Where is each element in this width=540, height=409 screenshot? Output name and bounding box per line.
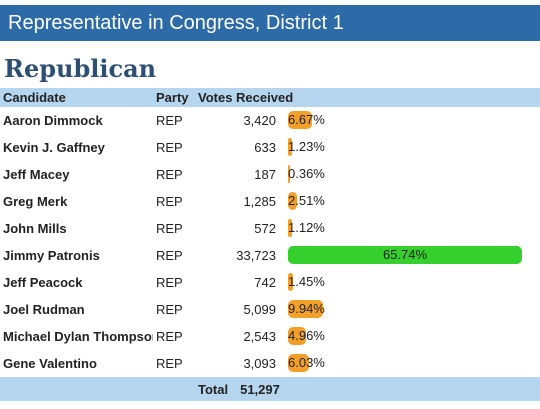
race-title-banner: Representative in Congress, District 1: [0, 5, 540, 41]
table-row: Jeff Macey REP 187 0.36%: [0, 161, 540, 188]
table-row: Jeff Peacock REP 742 1.45%: [0, 269, 540, 296]
percent-label: 6.03%: [288, 355, 325, 370]
candidate-name: Jimmy Patronis: [3, 248, 100, 263]
candidate-votes: 742: [254, 275, 276, 290]
candidate-votes: 5,099: [243, 302, 276, 317]
percent-label: 65.74%: [382, 247, 428, 262]
candidate-party: REP: [156, 329, 183, 344]
total-row: Total 51,297: [0, 377, 540, 401]
race-title: Representative in Congress, District 1: [8, 12, 344, 34]
percent-label: 1.12%: [288, 220, 325, 235]
percent-cell: 1.45%: [288, 269, 540, 296]
winner-percent-bar: [288, 246, 522, 264]
percent-label: 1.45%: [288, 274, 325, 289]
table-row: Greg Merk REP 1,285 2.51%: [0, 188, 540, 215]
total-label: Total: [198, 381, 229, 397]
candidate-party: REP: [156, 167, 183, 182]
column-header-candidate: Candidate: [3, 90, 66, 105]
candidate-votes: 3,420: [243, 113, 276, 128]
candidate-party: REP: [156, 194, 183, 209]
candidate-name: Gene Valentino: [3, 356, 97, 371]
table-row: Michael Dylan Thompson REP 2,543 4.96%: [0, 323, 540, 350]
candidate-name: Greg Merk: [3, 194, 68, 209]
percent-bar: [288, 138, 293, 156]
table-row: Gene Valentino REP 3,093 6.03%: [0, 350, 540, 377]
candidate-votes: 33,723: [236, 248, 276, 263]
candidate-name: John Mills: [3, 221, 67, 236]
percent-label: 2.51%: [288, 193, 325, 208]
percent-bar: [288, 327, 306, 345]
candidate-name: Aaron Dimmock: [3, 113, 103, 128]
percent-cell: 6.03%: [288, 350, 540, 377]
table-header-row: Candidate Party Votes Received: [0, 88, 540, 107]
table-row: John Mills REP 572 1.12%: [0, 215, 540, 242]
candidate-party: REP: [156, 221, 183, 236]
table-row: Aaron Dimmock REP 3,420 6.67%: [0, 107, 540, 134]
candidate-party: REP: [156, 302, 183, 317]
candidate-name: Kevin J. Gaffney: [3, 140, 105, 155]
percent-cell: 1.12%: [288, 215, 540, 242]
percent-label: 4.96%: [288, 328, 325, 343]
candidate-name: Michael Dylan Thompson: [3, 329, 153, 344]
percent-cell: 0.36%: [288, 161, 540, 188]
candidate-votes: 187: [254, 167, 276, 182]
candidate-party: REP: [156, 113, 183, 128]
candidate-party: REP: [156, 140, 183, 155]
column-header-votes: Votes Received: [198, 90, 294, 105]
percent-cell: 4.96%: [288, 323, 540, 350]
percent-cell: 1.23%: [288, 134, 540, 161]
candidate-votes: 1,285: [243, 194, 276, 209]
candidate-party: REP: [156, 356, 183, 371]
percent-cell: 9.94%: [288, 296, 540, 323]
table-row: Joel Rudman REP 5,099 9.94%: [0, 296, 540, 323]
percent-cell: 6.67%: [288, 107, 540, 134]
percent-label: 1.23%: [288, 139, 325, 154]
candidate-party: REP: [156, 248, 183, 263]
candidate-votes: 572: [254, 221, 276, 236]
table-row: Jimmy Patronis REP 33,723 65.74%: [0, 242, 540, 269]
percent-bar: [288, 111, 312, 129]
column-header-percent: [288, 88, 540, 107]
percent-bar: [288, 219, 292, 237]
percent-cell: 2.51%: [288, 188, 540, 215]
candidate-name: Jeff Macey: [3, 167, 70, 182]
results-table: Candidate Party Votes Received Aaron Dim…: [0, 88, 540, 401]
percent-bar: [288, 165, 290, 183]
candidate-votes: 2,543: [243, 329, 276, 344]
percent-label: 6.67%: [288, 112, 325, 127]
total-votes: 51,297: [240, 381, 280, 397]
candidate-name: Joel Rudman: [3, 302, 85, 317]
table-row: Kevin J. Gaffney REP 633 1.23%: [0, 134, 540, 161]
percent-bar: [288, 354, 310, 372]
percent-label: 9.94%: [288, 301, 325, 316]
candidate-name: Jeff Peacock: [3, 275, 83, 290]
percent-label: 0.36%: [288, 166, 325, 181]
percent-cell: 65.74%: [288, 242, 540, 269]
party-heading: Republican: [4, 54, 157, 83]
candidate-votes: 633: [254, 140, 276, 155]
candidate-party: REP: [156, 275, 183, 290]
column-header-party: Party: [156, 90, 189, 105]
percent-bar: [288, 192, 297, 210]
candidate-votes: 3,093: [243, 356, 276, 371]
percent-bar: [288, 300, 324, 318]
percent-bar: [288, 273, 294, 291]
